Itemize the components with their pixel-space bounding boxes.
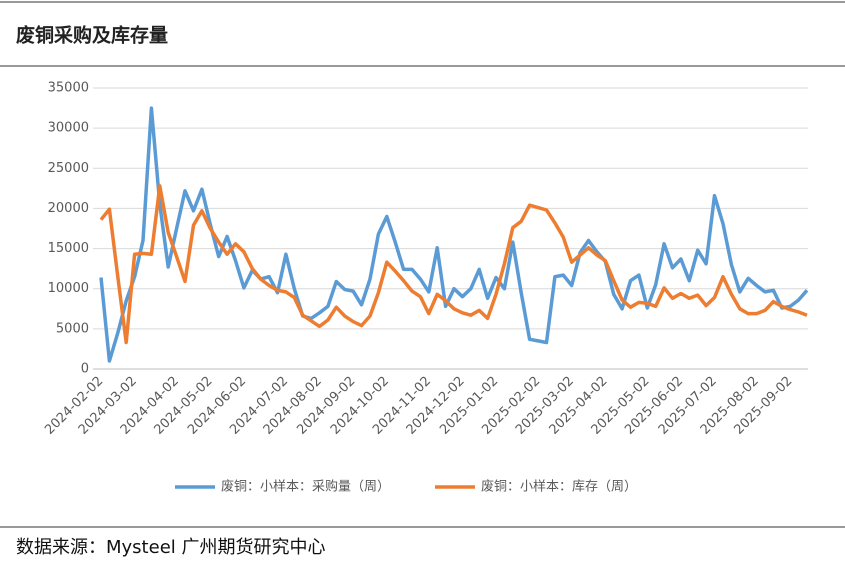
legend-label: 废铜：小样本：采购量（周） bbox=[221, 479, 390, 495]
series-line bbox=[99, 184, 808, 345]
y-tick-label: 30000 bbox=[48, 121, 89, 136]
y-tick-label: 0 bbox=[81, 362, 89, 377]
y-tick-label: 10000 bbox=[48, 281, 89, 296]
y-tick-label: 35000 bbox=[48, 81, 89, 96]
y-tick-label: 15000 bbox=[48, 241, 89, 256]
source: 数据来源：Mysteel 广州期货研究中心 bbox=[16, 537, 326, 558]
y-tick-label: 20000 bbox=[48, 201, 89, 216]
y-tick-label: 5000 bbox=[56, 321, 89, 336]
chart-title: 废铜采购及库存量 bbox=[16, 24, 168, 47]
series-line bbox=[99, 106, 809, 363]
legend-label: 废铜：小样本：库存（周） bbox=[481, 479, 637, 495]
y-tick-label: 25000 bbox=[48, 161, 89, 176]
